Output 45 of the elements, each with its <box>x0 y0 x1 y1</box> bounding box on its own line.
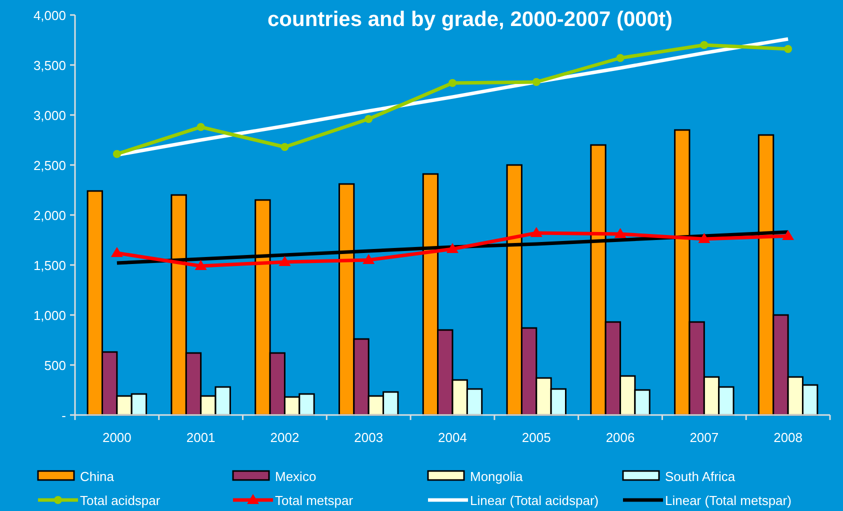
y-tick-label: 1,000 <box>33 308 66 323</box>
point <box>782 230 794 240</box>
x-tick-label: 2005 <box>522 430 551 445</box>
legend-label: Linear (Total acidspar) <box>470 493 599 508</box>
point <box>196 123 205 131</box>
x-tick-label: 2003 <box>354 430 384 445</box>
chart-title: countries and by grade, 2000-2007 (000t) <box>268 8 672 31</box>
legend-label: Mexico <box>275 469 316 484</box>
y-tick-label: 2,000 <box>33 208 66 223</box>
point <box>530 227 542 237</box>
point <box>698 233 710 243</box>
point <box>448 79 456 87</box>
point <box>194 260 207 270</box>
point <box>700 41 708 49</box>
y-tick-label: 1,500 <box>33 258 66 273</box>
legend-label: China <box>80 469 115 484</box>
y-tick-label: 3,000 <box>33 108 66 123</box>
point <box>446 243 458 253</box>
x-tick-label: 2000 <box>102 430 132 445</box>
x-tick-label: 2007 <box>690 430 719 445</box>
legend-label: Mongolia <box>470 469 524 484</box>
point <box>362 254 375 264</box>
legend-label: Total metspar <box>275 493 354 508</box>
point <box>364 115 373 123</box>
x-tick-label: 2002 <box>270 430 300 445</box>
x-tick-label: 2001 <box>186 430 216 445</box>
y-tick-label: 500 <box>44 358 66 373</box>
legend-label: Total acidspar <box>80 493 161 508</box>
point <box>616 54 624 62</box>
y-tick-label: 3,500 <box>33 58 66 73</box>
point <box>112 150 121 158</box>
legend-label: South Africa <box>665 469 736 484</box>
x-tick-label: 2008 <box>774 430 803 445</box>
point <box>532 78 540 86</box>
x-tick-label: 2006 <box>606 430 635 445</box>
legend-label: Linear (Total metspar) <box>665 493 792 508</box>
y-tick-label: 2,500 <box>33 158 66 173</box>
point <box>280 143 289 151</box>
point <box>784 45 792 53</box>
x-tick-label: 2004 <box>438 430 467 445</box>
point <box>614 228 626 238</box>
point <box>110 247 123 257</box>
y-tick-label: - <box>62 408 66 423</box>
point <box>278 256 291 266</box>
y-tick-label: 4,000 <box>33 8 66 23</box>
